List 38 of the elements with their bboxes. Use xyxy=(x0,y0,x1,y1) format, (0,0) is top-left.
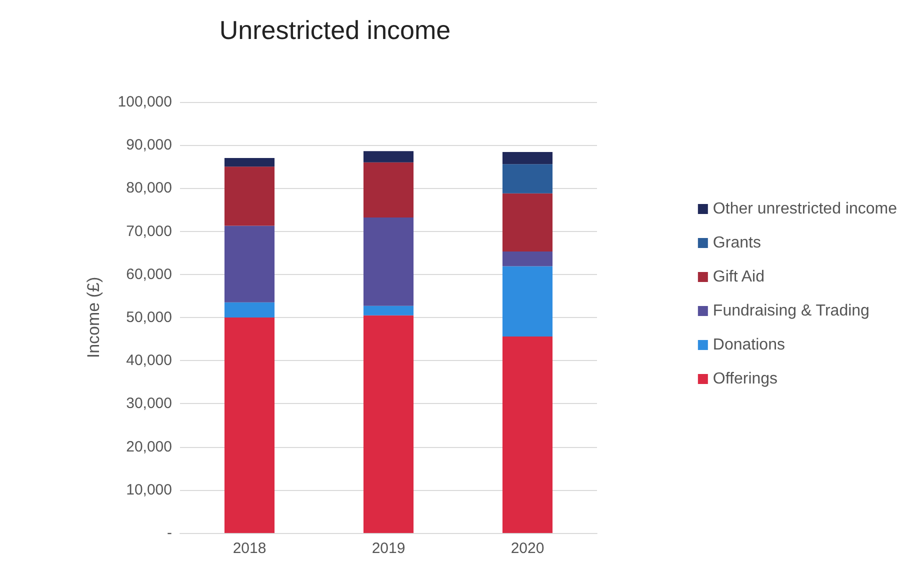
y-tick-label: - xyxy=(167,524,172,542)
x-tick-label: 2020 xyxy=(510,540,544,557)
y-tick-label: 60,000 xyxy=(126,266,172,283)
bar xyxy=(502,193,553,252)
bar xyxy=(502,164,553,194)
legend-label: Gift Aid xyxy=(712,268,764,286)
y-tick-label: 100,000 xyxy=(118,94,172,110)
y-tick-label: 50,000 xyxy=(126,309,172,326)
y-tick-label: 30,000 xyxy=(126,395,172,412)
bar xyxy=(502,252,553,266)
y-axis-title: Income (£) xyxy=(84,276,103,358)
x-tick-label: 2018 xyxy=(232,540,266,557)
legend-label: Grants xyxy=(712,234,761,252)
legend-label: Donations xyxy=(712,336,785,354)
bar xyxy=(363,218,414,306)
legend-label: Other unrestricted income xyxy=(712,200,898,218)
y-tick-label: 10,000 xyxy=(126,481,172,498)
bar xyxy=(502,266,553,336)
bar xyxy=(502,152,553,164)
x-tick-label: 2019 xyxy=(372,540,406,557)
bar xyxy=(363,315,414,533)
bar xyxy=(224,318,275,533)
y-tick-label: 90,000 xyxy=(126,136,172,154)
bar xyxy=(363,162,414,218)
y-tick-label: 20,000 xyxy=(126,438,172,456)
bar xyxy=(502,336,553,533)
chart-title: Unrestricted income xyxy=(219,15,451,45)
bar xyxy=(363,151,414,162)
legend-label: Offerings xyxy=(712,370,778,388)
bar xyxy=(224,166,275,226)
legend-label: Fundraising & Trading xyxy=(712,302,870,320)
bar xyxy=(224,158,275,167)
bar xyxy=(363,306,414,316)
y-tick-label: 70,000 xyxy=(126,222,172,240)
bar xyxy=(224,226,275,302)
y-tick-label: 40,000 xyxy=(126,352,172,370)
bar xyxy=(224,302,275,318)
y-tick-label: 80,000 xyxy=(126,180,172,197)
